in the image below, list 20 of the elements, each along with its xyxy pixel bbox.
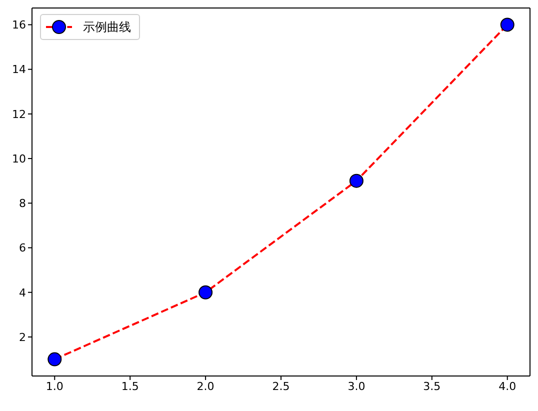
y-tick-label: 10 — [12, 152, 26, 166]
x-tick-label: 2.5 — [272, 380, 290, 393]
y-tick-label: 8 — [19, 197, 26, 210]
x-tick-label: 1.0 — [46, 380, 64, 393]
x-tick-label: 3.5 — [423, 380, 441, 393]
point — [48, 352, 62, 366]
point — [500, 18, 514, 32]
y-tick-label: 4 — [19, 286, 26, 300]
y-tick-label: 6 — [19, 242, 26, 255]
y-tick-label: 12 — [12, 108, 26, 121]
x-tick-label: 1.5 — [121, 380, 139, 393]
legend-label: 示例曲线 — [83, 18, 131, 36]
point — [349, 174, 364, 188]
y-tick-label: 16 — [12, 18, 26, 32]
x-tick-label: 4.0 — [498, 380, 516, 393]
point — [198, 285, 213, 300]
y-tick-label: 2 — [19, 330, 26, 344]
x-tick-label: 2.0 — [196, 380, 214, 393]
x-tick-label: 3.0 — [348, 380, 366, 393]
y-tick-label: 14 — [12, 63, 26, 76]
